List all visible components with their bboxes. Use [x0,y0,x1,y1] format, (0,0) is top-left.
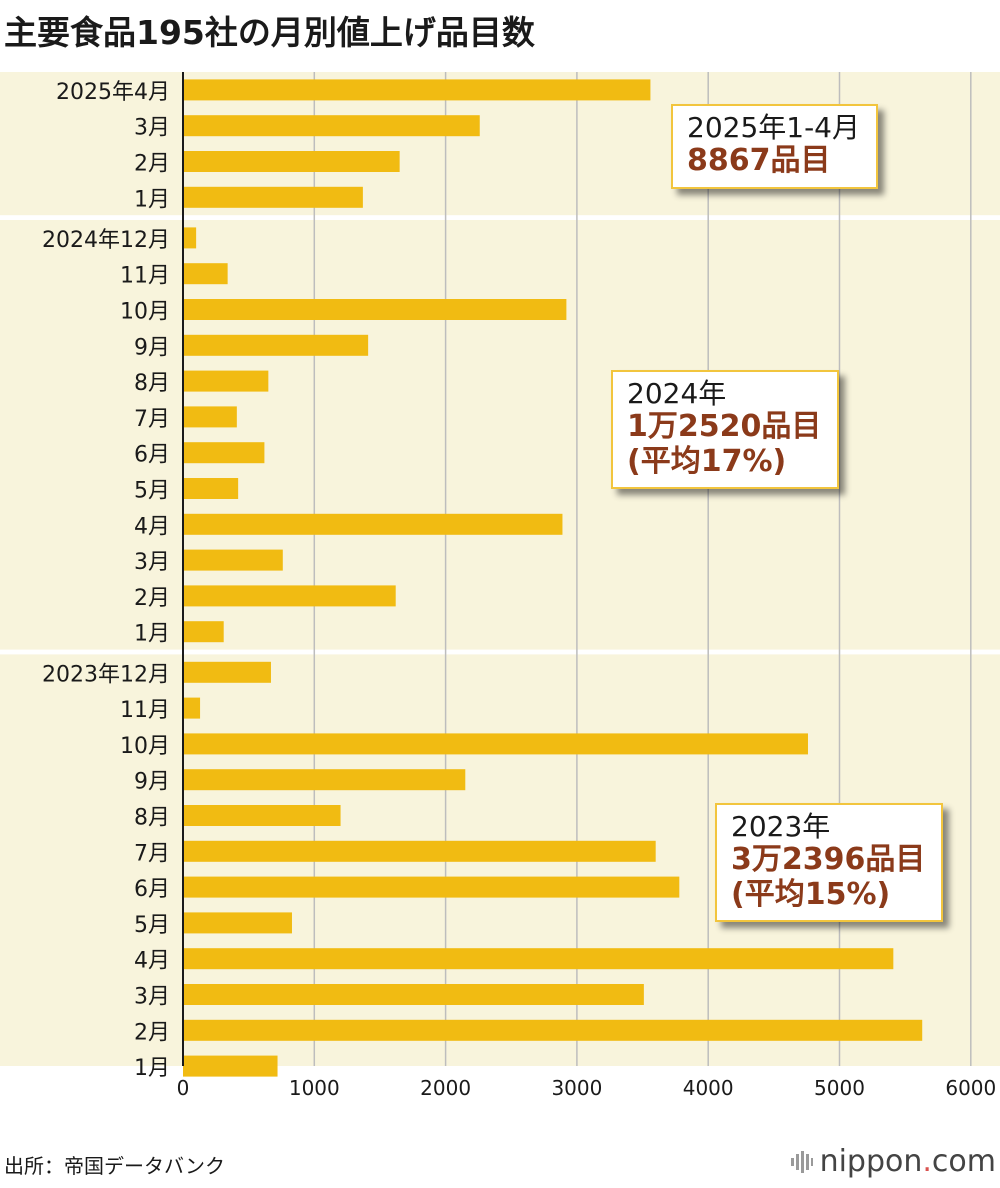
x-tick-label-3000: 3000 [551,1076,602,1100]
bar-17 [183,697,201,719]
category-label-21: 7月 [134,841,170,866]
category-label-19: 9月 [134,770,170,795]
bar-10 [183,442,265,464]
callout-2023: 2023年 3万2396品目 (平均15%) [715,803,944,923]
bar-22 [183,876,680,898]
bar-9 [183,406,237,428]
callout-2025-total: 8867品目 [687,143,831,179]
category-label-3: 1月 [134,187,170,212]
category-label-24: 4月 [134,949,170,974]
bar-20 [183,805,341,826]
category-label-16: 2023年12月 [42,662,170,687]
category-label-14: 2月 [134,586,170,611]
bar-15 [183,621,224,643]
bar-12 [183,513,563,535]
callout-2023-total: 3万2396品目 [731,842,926,878]
brand-name: nippon [819,1144,923,1179]
x-tick-label-5000: 5000 [814,1076,865,1100]
category-label-25: 3月 [134,985,170,1010]
category-label-20: 8月 [134,806,170,831]
bar-13 [183,549,283,571]
category-label-13: 3月 [134,550,170,575]
bar-0 [183,79,651,101]
brand-logo: nippon. com [790,1144,996,1179]
category-label-22: 6月 [134,877,170,902]
bar-1 [183,115,480,137]
category-label-10: 6月 [134,443,170,468]
bar-19 [183,769,466,791]
x-tick-label-4000: 4000 [683,1076,734,1100]
bar-26 [183,1019,923,1041]
x-tick-label-2000: 2000 [420,1076,471,1100]
category-label-9: 7月 [134,407,170,432]
bar-2 [183,151,400,172]
bar-6 [183,299,567,320]
category-label-23: 5月 [134,913,170,938]
category-label-1: 3月 [134,116,170,141]
category-label-0: 2025年4月 [56,80,170,105]
category-label-15: 1月 [134,622,170,647]
category-label-5: 11月 [120,264,170,289]
bar-24 [183,948,894,970]
category-label-4: 2024年12月 [42,228,170,253]
category-label-8: 8月 [134,371,170,396]
bar-25 [183,984,644,1005]
callout-2023-period: 2023年 [731,810,831,843]
category-label-12: 4月 [134,514,170,539]
bar-16 [183,661,271,683]
category-label-11: 5月 [134,479,170,504]
bar-5 [183,263,228,285]
chart-title: 主要食品195社の月別値上げ品目数 [4,13,535,52]
category-label-27: 1月 [134,1056,170,1081]
callout-2024: 2024年 1万2520品目 (平均17%) [611,370,840,490]
source-note: 出所：帝国データバンク [4,1154,225,1178]
brand-suffix: com [931,1144,996,1179]
category-label-18: 10月 [120,734,170,759]
brand-bars-icon [790,1150,813,1173]
category-label-6: 10月 [120,300,170,325]
bar-7 [183,334,369,356]
bar-21 [183,840,656,862]
category-label-17: 11月 [120,698,170,723]
category-label-7: 9月 [134,335,170,360]
callout-2024-total: 1万2520品目 [627,409,822,445]
category-label-2: 2月 [134,152,170,177]
bar-11 [183,478,239,499]
callout-2025: 2025年1-4月 8867品目 [671,104,878,189]
category-label-26: 2月 [134,1020,170,1045]
bar-3 [183,186,363,208]
x-tick-label-1000: 1000 [289,1076,340,1100]
bar-8 [183,370,269,392]
x-tick-label-0: 0 [177,1076,190,1100]
bar-27 [183,1055,278,1077]
callout-2025-period: 2025年1-4月 [687,111,860,144]
bar-23 [183,912,292,934]
bar-18 [183,733,808,755]
brand-dot: . [922,1144,932,1179]
callout-2024-average: (平均17%) [627,443,787,479]
callout-2024-period: 2024年 [627,377,727,410]
bar-4 [183,227,197,249]
x-tick-label-6000: 6000 [945,1076,996,1100]
bar-14 [183,585,396,607]
callout-2023-average: (平均15%) [731,876,891,912]
